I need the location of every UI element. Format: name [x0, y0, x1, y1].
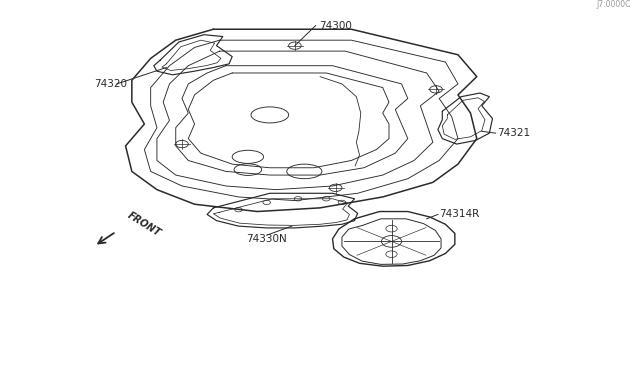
Text: FRONT: FRONT: [125, 210, 163, 238]
Text: J7:0000C: J7:0000C: [596, 0, 630, 9]
Text: 74330N: 74330N: [246, 234, 287, 244]
Text: 74320: 74320: [94, 79, 127, 89]
Text: 74321: 74321: [497, 128, 530, 138]
Text: 74300: 74300: [319, 20, 351, 31]
Text: 74314R: 74314R: [439, 209, 479, 219]
